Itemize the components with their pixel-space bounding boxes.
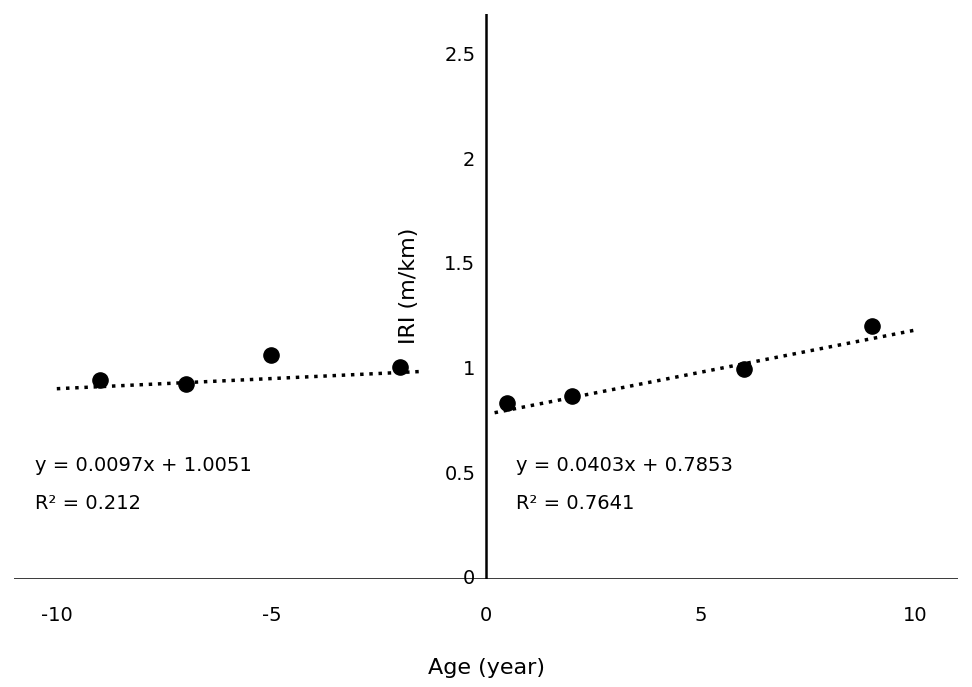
Text: R² = 0.212: R² = 0.212 bbox=[35, 494, 141, 513]
Text: -5: -5 bbox=[261, 606, 281, 625]
Text: 2: 2 bbox=[463, 151, 475, 170]
Point bbox=[736, 364, 751, 375]
Point bbox=[92, 374, 108, 385]
Point bbox=[263, 350, 279, 361]
Text: 1: 1 bbox=[463, 360, 475, 379]
Text: 2.5: 2.5 bbox=[444, 46, 475, 65]
Text: Age (year): Age (year) bbox=[428, 658, 544, 678]
Text: y = 0.0097x + 1.0051: y = 0.0097x + 1.0051 bbox=[35, 456, 252, 475]
Text: -10: -10 bbox=[41, 606, 73, 625]
Text: IRI (m/km): IRI (m/km) bbox=[399, 227, 419, 344]
Text: 0: 0 bbox=[480, 606, 492, 625]
Text: 0.5: 0.5 bbox=[444, 464, 475, 484]
Text: 5: 5 bbox=[694, 606, 707, 625]
Point bbox=[864, 320, 880, 331]
Point bbox=[500, 398, 515, 409]
Text: 0: 0 bbox=[463, 569, 475, 588]
Point bbox=[178, 379, 193, 390]
Text: 10: 10 bbox=[903, 606, 927, 625]
Text: 1.5: 1.5 bbox=[444, 256, 475, 274]
Text: y = 0.0403x + 0.7853: y = 0.0403x + 0.7853 bbox=[516, 456, 733, 475]
Point bbox=[393, 362, 408, 373]
Text: R² = 0.7641: R² = 0.7641 bbox=[516, 494, 635, 513]
Point bbox=[564, 391, 579, 402]
